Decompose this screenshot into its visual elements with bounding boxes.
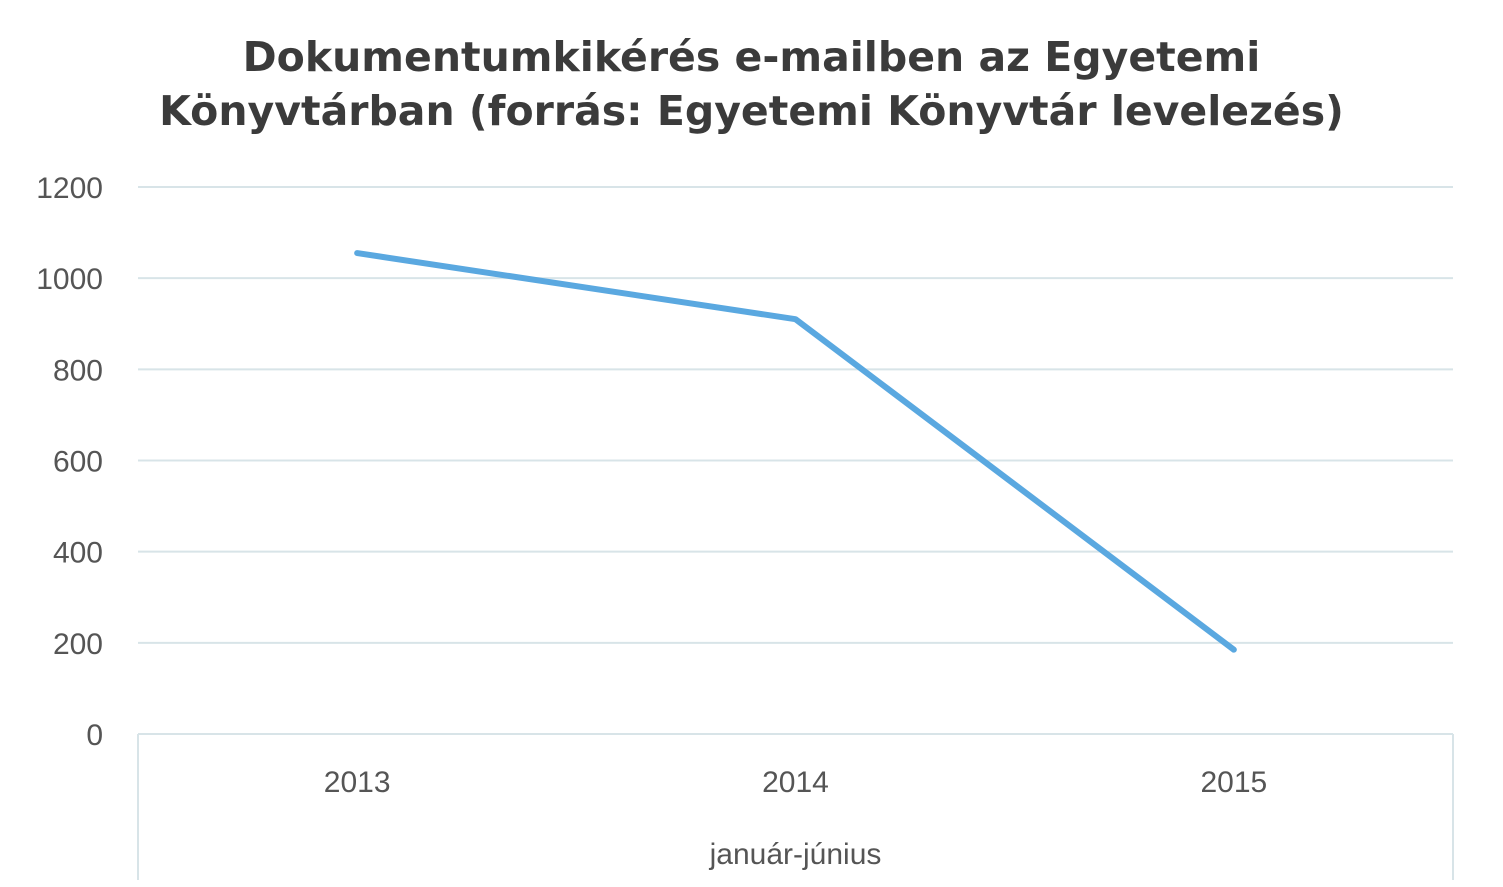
y-axis-ticks: 0 200 400 600 800 1000 1200: [36, 172, 103, 752]
y-tick-label: 400: [53, 537, 103, 570]
chart-title-line-2: Könyvtárban (forrás: Egyetemi Könyvtár l…: [159, 87, 1344, 135]
y-tick-label: 1000: [36, 263, 103, 296]
y-tick-label: 1200: [36, 172, 103, 205]
chart-title-line-1: Dokumentumkikérés e-mailben az Egyetemi: [242, 33, 1261, 81]
x-tick-label: 2015: [1200, 766, 1267, 799]
x-tick-label: 2013: [324, 766, 391, 799]
y-tick-label: 600: [53, 446, 103, 479]
series-layer: [354, 250, 1237, 653]
x-axis-frame: [137, 734, 1454, 880]
y-tick-label: 200: [53, 628, 103, 661]
series-line: [354, 250, 1237, 653]
gridlines: [138, 186, 1453, 735]
x-axis-ticks: 2013 2014 2015: [324, 766, 1267, 799]
chart-title: Dokumentumkikérés e-mailben az Egyetemi …: [0, 30, 1503, 138]
x-tick-label: 2014: [762, 766, 829, 799]
y-tick-label: 800: [53, 354, 103, 387]
y-tick-label: 0: [86, 719, 103, 752]
x-axis-label: január-június: [709, 838, 882, 871]
